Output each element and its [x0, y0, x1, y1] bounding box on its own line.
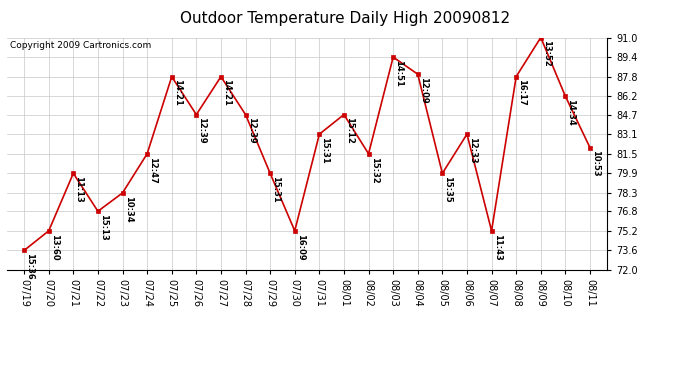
Text: 10:53: 10:53 [591, 150, 600, 177]
Text: 14:21: 14:21 [222, 80, 231, 106]
Text: 12:33: 12:33 [468, 137, 477, 164]
Text: 16:09: 16:09 [296, 234, 305, 260]
Text: 12:39: 12:39 [197, 117, 206, 144]
Text: 15:31: 15:31 [320, 137, 329, 164]
Text: 14:51: 14:51 [394, 60, 403, 87]
Text: 12:47: 12:47 [148, 156, 157, 183]
Text: 14:34: 14:34 [566, 99, 575, 126]
Text: 13:52: 13:52 [542, 40, 551, 67]
Text: 16:17: 16:17 [518, 80, 526, 106]
Text: 11:43: 11:43 [493, 234, 502, 260]
Text: 15:32: 15:32 [370, 156, 379, 183]
Text: Copyright 2009 Cartronics.com: Copyright 2009 Cartronics.com [10, 41, 151, 50]
Text: 15:12: 15:12 [345, 117, 354, 144]
Text: 12:09: 12:09 [419, 77, 428, 104]
Text: 12:39: 12:39 [246, 117, 255, 144]
Text: 14:21: 14:21 [172, 80, 181, 106]
Text: 15:35: 15:35 [444, 176, 453, 203]
Text: 13:60: 13:60 [50, 234, 59, 260]
Text: 10:34: 10:34 [124, 196, 132, 222]
Text: 15:36: 15:36 [25, 253, 34, 280]
Text: Outdoor Temperature Daily High 20090812: Outdoor Temperature Daily High 20090812 [180, 11, 510, 26]
Text: 15:13: 15:13 [99, 214, 108, 241]
Text: 11:13: 11:13 [75, 176, 83, 203]
Text: 15:31: 15:31 [271, 176, 280, 203]
